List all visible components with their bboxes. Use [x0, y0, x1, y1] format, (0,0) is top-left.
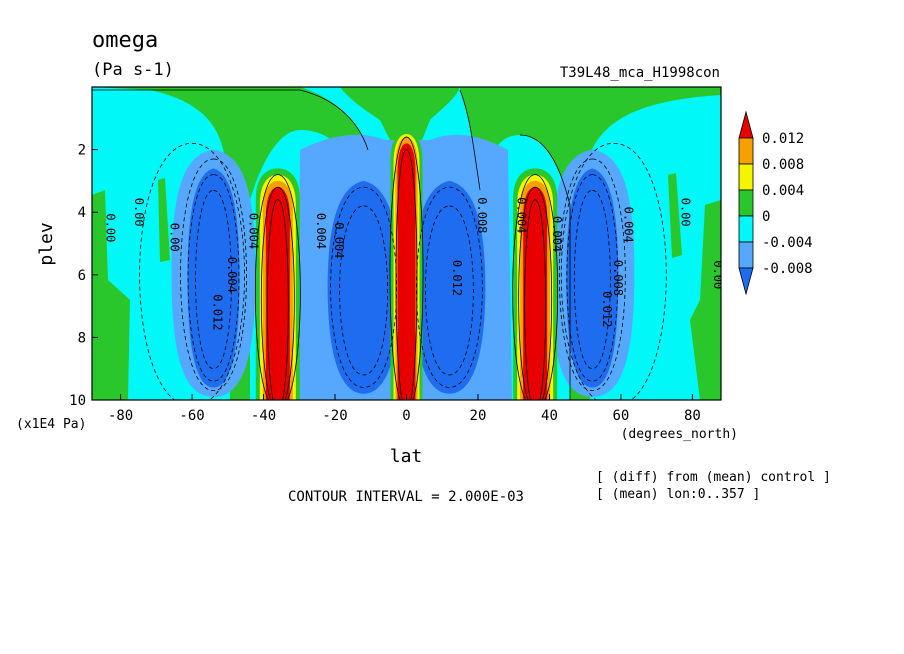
field-positive-sliver — [668, 173, 682, 258]
colorbar-swatch — [738, 189, 754, 217]
positive-contour-line — [518, 186, 553, 400]
ascent-band — [523, 187, 548, 400]
positive-contour-line — [395, 149, 418, 400]
x-tick-label: -20 — [322, 408, 347, 424]
y-axis-label: plev — [36, 222, 57, 265]
descent-cell-inner — [327, 180, 400, 394]
chart-units: (Pa s-1) — [92, 60, 174, 80]
colorbar: 0.012 0.008 0.004 0 -0.004 -0.008 — [738, 110, 813, 296]
contour-label: 0.00 — [679, 198, 693, 227]
negative-contour-line — [330, 186, 397, 388]
x-tick-label: -80 — [108, 408, 133, 424]
colorbar-swatch — [738, 241, 754, 269]
x-tick-label: -40 — [251, 408, 276, 424]
colorbar-swatch — [738, 267, 754, 296]
colorbar-swatch — [738, 215, 754, 243]
negative-contour-line — [566, 174, 619, 382]
y-tick-label: 8 — [78, 330, 86, 346]
contour-label: 0.004 — [246, 213, 260, 249]
contour-label: 0.00 — [503, 76, 532, 90]
negative-contour-line — [180, 158, 247, 392]
colorbar-label: -0.008 — [762, 261, 813, 277]
colorbar-swatch — [738, 137, 754, 165]
y-tick-label: 4 — [78, 205, 86, 221]
negative-contour-line — [561, 142, 667, 400]
contour-label: 0.004 — [514, 197, 528, 233]
field-positive-edge-left — [92, 190, 130, 400]
descent-cell-inner — [413, 180, 486, 394]
positive-contour-line — [266, 199, 289, 400]
contour-label: 0.012 — [450, 260, 464, 296]
field-positive-equator-cap — [340, 87, 460, 150]
colorbar-label: 0.012 — [762, 131, 804, 147]
negative-contour-line — [339, 205, 389, 376]
colorbar-label: 0.008 — [762, 157, 804, 173]
contour-label: 0.00 — [168, 223, 182, 252]
y-axis-unit: (x1E4 Pa) — [16, 417, 86, 432]
negative-contour-line — [416, 186, 483, 388]
colorbar-swatch — [738, 110, 754, 139]
descent-cell-inner — [566, 168, 619, 388]
positive-contour-line — [512, 174, 559, 400]
zero-contour-line — [92, 89, 571, 400]
contour-label: 0.004 — [225, 257, 239, 293]
colorbar-swatch — [738, 163, 754, 191]
contour-interval: CONTOUR INTERVAL = 2.000E-03 — [288, 489, 524, 505]
negative-contour-line — [424, 205, 474, 376]
positive-contour-line — [254, 174, 301, 400]
footnote-mean: [ (mean) lon:0..357 ] — [596, 487, 760, 502]
ascent-band — [265, 187, 290, 400]
positive-contour-line — [389, 136, 424, 400]
run-label: T39L48_mca_H1998con — [560, 65, 720, 81]
chart-title: omega — [92, 28, 158, 53]
x-axis-label: lat — [390, 446, 423, 467]
descent-cell-inner — [187, 168, 240, 388]
contour-label: 0.00 — [103, 213, 117, 242]
contour-label: 0.00 — [711, 260, 725, 289]
positive-contour-line — [260, 186, 295, 400]
contour-label: 0.004 — [550, 216, 564, 252]
x-tick-label: 0 — [402, 408, 410, 424]
field-positive-edge-right — [690, 200, 721, 400]
negative-contour-line — [558, 158, 626, 392]
field-positive-sliver — [158, 178, 170, 262]
y-tick-label: 10 — [69, 393, 86, 409]
y-tick-label: 6 — [78, 268, 86, 284]
contour-label: 0.008 — [475, 197, 489, 233]
contour-label: 0.004 — [314, 213, 328, 249]
x-axis-unit: (degrees_north) — [621, 427, 738, 442]
x-tick-label: -60 — [179, 408, 204, 424]
colorbar-label: -0.004 — [762, 235, 813, 251]
contour-label: 0.008 — [611, 260, 625, 296]
footnote-diff: [ (diff) from (mean) control ] — [596, 470, 831, 485]
x-tick-label: 80 — [684, 408, 701, 424]
contour-label: 0.004 — [332, 222, 346, 258]
positive-contour-line — [524, 199, 547, 400]
x-tick-label: 40 — [541, 408, 558, 424]
x-tick-label: 20 — [470, 408, 487, 424]
contour-label: 0.004 — [622, 207, 636, 243]
ascent-band — [397, 143, 416, 400]
x-tick-label: 60 — [613, 408, 630, 424]
y-tick-label: 2 — [78, 143, 86, 159]
negative-contour-line — [195, 189, 232, 370]
colorbar-label: 0 — [762, 209, 770, 225]
contour-label: 0.00 — [132, 198, 146, 227]
colorbar-label: 0.004 — [762, 183, 804, 199]
contour-label: 0.012 — [211, 294, 225, 330]
contour-label: 0.012 — [600, 291, 614, 327]
field-positive-top-right — [460, 87, 721, 400]
negative-contour-line — [139, 142, 245, 400]
negative-contour-line — [187, 174, 240, 382]
negative-contour-line — [573, 189, 611, 370]
